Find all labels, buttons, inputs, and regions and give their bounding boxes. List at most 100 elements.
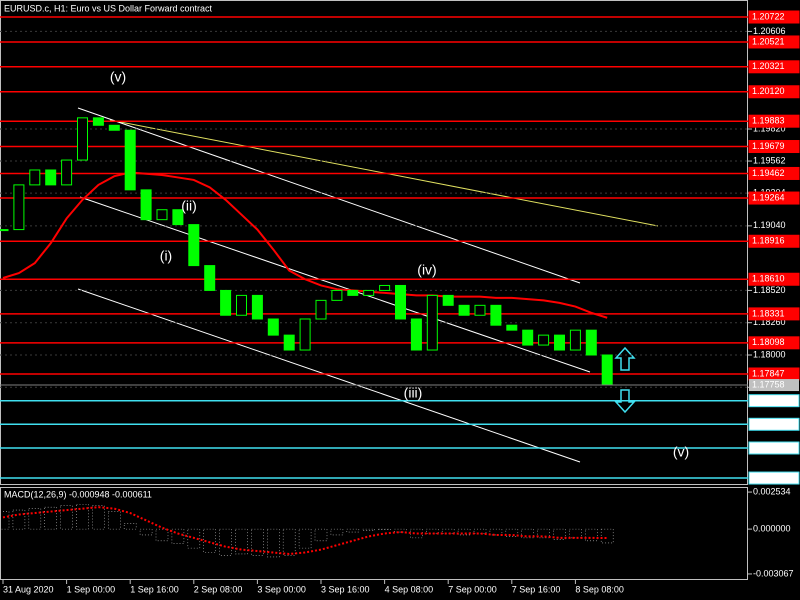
level-label: 1.17442 bbox=[752, 419, 785, 429]
y-tick-label: 1.19040 bbox=[753, 220, 786, 230]
y-tick-label: 1.19820 bbox=[753, 123, 786, 133]
y-tick-label: 1.18000 bbox=[753, 349, 786, 359]
candle bbox=[204, 265, 216, 291]
macd-bar bbox=[139, 528, 153, 536]
candle bbox=[299, 318, 311, 351]
candle bbox=[92, 117, 104, 126]
y-tick-label: 1.18520 bbox=[753, 285, 786, 295]
macd-bar bbox=[505, 528, 519, 537]
candle bbox=[538, 334, 550, 346]
candle bbox=[0, 229, 9, 232]
macd-bar bbox=[569, 528, 582, 539]
macd-bar bbox=[441, 528, 455, 534]
wave-label: (v) bbox=[673, 444, 689, 460]
x-tick-label: 3 Sep 00:00 bbox=[257, 584, 306, 594]
candle bbox=[410, 318, 422, 351]
wave-label: (iv) bbox=[417, 262, 436, 278]
level-label-box bbox=[748, 140, 800, 154]
candle bbox=[61, 159, 73, 186]
signal-line bbox=[2, 506, 608, 555]
x-tick-label: 7 Sep 16:00 bbox=[512, 584, 561, 594]
candle bbox=[458, 304, 470, 316]
level-label-box bbox=[748, 166, 800, 180]
macd-title: MACD(12,26,9) -0.000948 -0.000611 bbox=[4, 489, 152, 499]
level-label-box bbox=[748, 60, 800, 74]
macd-bar bbox=[171, 528, 185, 545]
candle bbox=[474, 304, 486, 316]
y-tick-label: 0.000000 bbox=[753, 523, 791, 533]
macd-bar bbox=[330, 528, 344, 536]
x-tick-label: 8 Sep 08:00 bbox=[575, 584, 624, 594]
candle bbox=[77, 117, 88, 161]
candle bbox=[188, 224, 200, 267]
candle bbox=[379, 284, 391, 291]
macd-bar bbox=[553, 528, 566, 540]
candle bbox=[29, 169, 41, 186]
level-label-box bbox=[748, 441, 800, 455]
wave-label: (iii) bbox=[404, 385, 423, 401]
macd-bar bbox=[251, 528, 264, 556]
candle bbox=[267, 318, 279, 336]
macd-bar bbox=[12, 509, 26, 530]
wave-label: (v) bbox=[110, 69, 126, 85]
macd-bar bbox=[537, 528, 550, 539]
level-label: 1.17632 bbox=[752, 395, 785, 405]
level-label-box bbox=[748, 35, 800, 49]
macd-bar bbox=[108, 511, 121, 530]
candle bbox=[13, 184, 25, 231]
x-tick-label: 3 Sep 16:00 bbox=[321, 584, 370, 594]
channel-line bbox=[77, 107, 581, 284]
macd-bar bbox=[298, 528, 312, 549]
macd-bar bbox=[600, 528, 614, 544]
candle bbox=[220, 289, 232, 316]
macd-bar bbox=[425, 528, 439, 534]
level-label: 1.19883 bbox=[752, 116, 785, 126]
candle bbox=[442, 294, 454, 306]
level-label-box bbox=[748, 471, 800, 485]
macd-bar bbox=[235, 528, 248, 555]
level-label: 1.17009 bbox=[752, 472, 785, 482]
wave-label: (ii) bbox=[181, 198, 197, 214]
last-price-label: 1.17758 bbox=[752, 379, 785, 389]
macd-bar bbox=[314, 528, 328, 542]
x-tick-label: 1 Sep 16:00 bbox=[130, 584, 179, 594]
x-tick-label: 31 Aug 2020 bbox=[3, 584, 54, 594]
macd-bar bbox=[521, 528, 535, 539]
moving-average bbox=[2, 171, 608, 319]
macd-bar bbox=[410, 528, 423, 539]
macd-bar bbox=[187, 528, 201, 549]
level-label: 1.17847 bbox=[752, 368, 785, 378]
level-label-box bbox=[748, 10, 800, 24]
candle bbox=[554, 334, 565, 351]
macd-bar bbox=[457, 528, 471, 536]
level-label: 1.20722 bbox=[752, 11, 785, 21]
down-arrow bbox=[614, 389, 636, 414]
candle bbox=[585, 329, 597, 356]
level-label-box bbox=[748, 417, 800, 431]
level-label: 1.19462 bbox=[752, 168, 785, 178]
chart-title: EURUSD.c, H1: Euro vs US Dollar Forward … bbox=[4, 3, 213, 13]
macd-bar bbox=[76, 503, 89, 530]
x-tick-label: 1 Sep 00:00 bbox=[67, 584, 116, 594]
candle bbox=[506, 324, 518, 331]
level-label: 1.18331 bbox=[752, 308, 785, 318]
level-label-box bbox=[748, 234, 800, 248]
level-label: 1.17251 bbox=[752, 442, 785, 452]
up-arrow bbox=[614, 346, 636, 371]
candle bbox=[331, 289, 343, 301]
y-tick-label: 0.002534 bbox=[753, 486, 791, 496]
macd-bar bbox=[266, 528, 280, 558]
candle bbox=[45, 169, 57, 186]
candle bbox=[283, 334, 295, 351]
level-label: 1.19264 bbox=[752, 192, 785, 202]
candle bbox=[172, 209, 184, 226]
macd-bar bbox=[203, 528, 216, 553]
macd-bar bbox=[0, 511, 10, 530]
main-pane bbox=[0, 0, 748, 485]
candle bbox=[363, 289, 375, 296]
level-label: 1.18916 bbox=[752, 236, 785, 246]
macd-bar bbox=[92, 505, 105, 530]
level-label-box bbox=[748, 191, 800, 205]
